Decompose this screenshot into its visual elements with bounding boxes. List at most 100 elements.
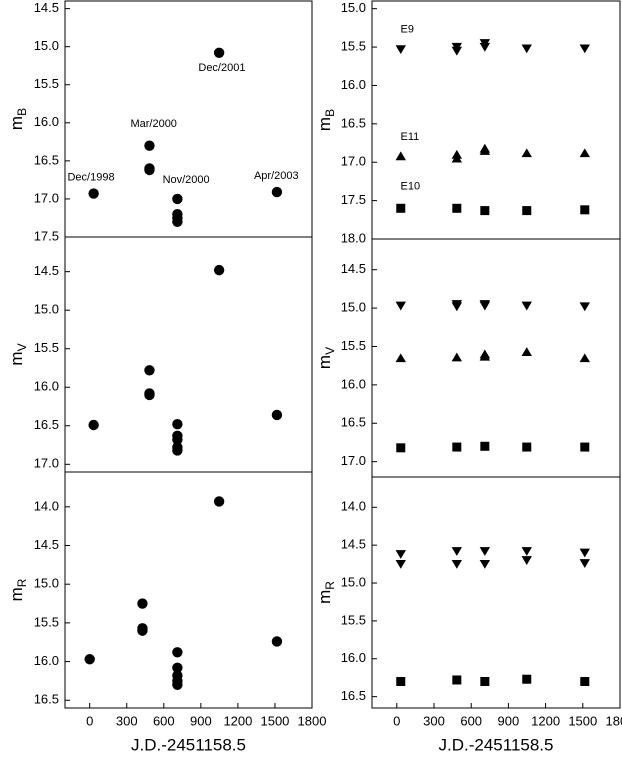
- series-label: E9: [401, 23, 414, 35]
- data-point: [480, 676, 490, 686]
- y-tick-label: 17.0: [341, 453, 366, 468]
- plot-frame: [64, 471, 313, 709]
- y-tick-label: 15.5: [34, 76, 59, 91]
- y-tick-label: 15.0: [341, 0, 366, 15]
- data-point: [451, 547, 463, 556]
- data-point: [580, 442, 590, 452]
- data-point: [522, 206, 532, 216]
- y-tick-label: 14.0: [341, 499, 366, 514]
- plot-frame: [371, 0, 621, 240]
- series-label: E11: [401, 131, 420, 143]
- data-point: [479, 42, 491, 52]
- data-point: [451, 352, 463, 362]
- data-point: [396, 443, 406, 453]
- data-point: [172, 445, 183, 456]
- data-point: [521, 148, 532, 158]
- data-point: [521, 547, 532, 556]
- y-tick-label: 16.0: [34, 653, 59, 668]
- data-point: [395, 45, 406, 55]
- plot-frame: [64, 236, 313, 473]
- x-tick-label: 300: [116, 713, 138, 728]
- y-tick-label: 14.5: [34, 537, 59, 552]
- x-tick-label: 600: [460, 713, 482, 728]
- y-tick-label: 16.5: [341, 688, 366, 703]
- y-axis-label-sub: V: [323, 347, 337, 355]
- data-point: [579, 44, 590, 54]
- data-point: [521, 347, 532, 357]
- x-tick-label: 900: [190, 713, 212, 728]
- data-point: [144, 365, 155, 376]
- y-axis-label: mB: [7, 108, 29, 130]
- plot-frame: [64, 0, 313, 238]
- annotation: Nov/2000: [163, 174, 210, 186]
- y-tick-label: 17.0: [34, 190, 59, 205]
- data-point: [396, 203, 406, 213]
- data-point: [172, 419, 183, 430]
- y-tick-label: 16.0: [341, 650, 366, 665]
- y-tick-label: 16.0: [341, 376, 366, 391]
- data-point: [452, 442, 462, 452]
- data-point: [452, 675, 462, 685]
- y-tick-label: 14.5: [341, 537, 366, 552]
- y-tick-label: 18.0: [341, 230, 366, 245]
- y-axis-label: mV: [315, 347, 337, 369]
- data-point: [144, 140, 155, 151]
- data-point: [451, 302, 463, 312]
- y-axis-label-main: m: [315, 590, 334, 604]
- x-axis-label: J.D.-2451158.5: [439, 735, 554, 754]
- y-tick-label: 16.0: [341, 77, 366, 92]
- data-point: [579, 353, 590, 363]
- data-point: [579, 148, 590, 158]
- data-point: [172, 679, 183, 690]
- data-point: [137, 598, 148, 609]
- x-tick-label: 1500: [260, 713, 289, 728]
- data-point: [144, 389, 155, 401]
- y-axis-label-sub: B: [323, 109, 337, 117]
- data-point: [522, 674, 532, 684]
- data-point: [395, 353, 406, 363]
- annotation: Mar/2000: [130, 118, 176, 130]
- data-point: [172, 434, 183, 445]
- data-point: [84, 654, 95, 665]
- x-tick-label: 1200: [223, 713, 252, 728]
- x-tick-label: 1200: [531, 713, 560, 728]
- y-tick-label: 15.5: [341, 39, 366, 54]
- data-point: [213, 47, 225, 58]
- y-axis-label: mR: [315, 581, 337, 604]
- y-tick-label: 17.0: [34, 456, 59, 471]
- y-axis-label-main: m: [7, 587, 26, 601]
- data-point: [172, 647, 183, 658]
- y-tick-label: 16.5: [341, 115, 366, 130]
- y-tick-label: 16.5: [34, 152, 59, 167]
- data-point: [88, 188, 99, 199]
- y-tick-label: 16.5: [34, 692, 59, 707]
- data-point: [522, 442, 532, 452]
- data-point: [396, 676, 406, 686]
- data-point: [271, 409, 283, 421]
- data-point: [271, 636, 283, 647]
- y-tick-label: 15.0: [341, 300, 366, 315]
- data-point: [451, 559, 463, 569]
- data-point: [137, 625, 148, 636]
- y-tick-label: 15.5: [34, 614, 59, 629]
- y-tick-label: 15.5: [341, 612, 366, 627]
- data-point: [579, 302, 590, 312]
- data-point: [580, 676, 590, 686]
- y-axis-label-main: m: [7, 351, 26, 365]
- data-point: [395, 151, 406, 161]
- y-tick-label: 17.5: [341, 192, 366, 207]
- series-label: E10: [401, 181, 421, 193]
- y-tick-label: 14.0: [34, 498, 59, 513]
- data-point: [480, 441, 490, 451]
- x-tick-label: 300: [423, 713, 445, 728]
- y-tick-label: 15.5: [341, 338, 366, 353]
- y-axis-label-main: m: [315, 117, 334, 131]
- y-axis-label-sub: V: [15, 343, 29, 351]
- data-point: [451, 153, 463, 163]
- data-point: [213, 264, 225, 276]
- data-point: [395, 550, 406, 559]
- x-tick-label: 1800: [298, 713, 327, 728]
- annotation: Dec/2001: [198, 62, 245, 74]
- y-tick-label: 17.5: [34, 228, 59, 243]
